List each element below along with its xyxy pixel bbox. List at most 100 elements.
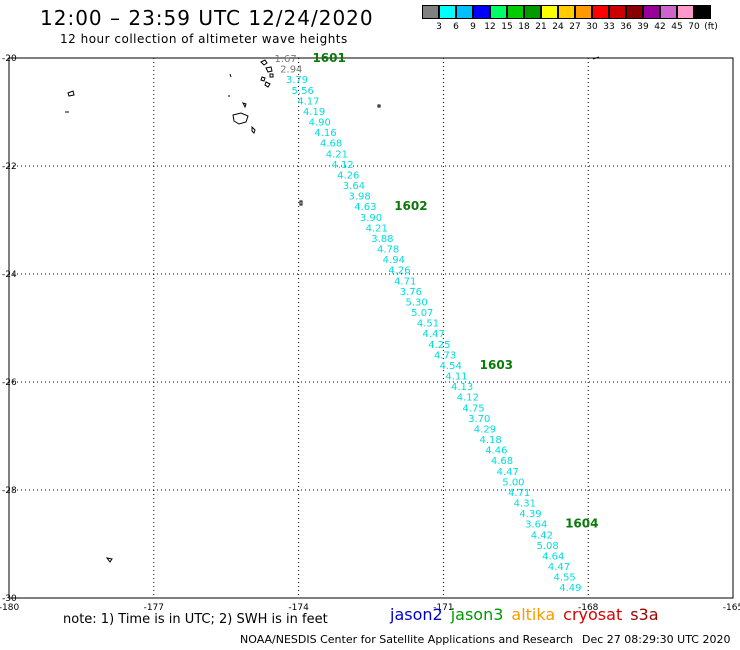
island-shape	[265, 66, 273, 73]
wave-height-value: 4.39	[519, 509, 541, 520]
track-time-label: 1602	[394, 199, 427, 213]
wave-height-value: 3.88	[371, 234, 393, 245]
wave-height-value: 4.71	[394, 276, 416, 287]
legend-label: 6	[453, 22, 459, 32]
wave-height-value: 4.90	[309, 118, 331, 129]
legend-label: 18	[518, 22, 530, 32]
satellite-altika: altika	[511, 605, 556, 624]
wave-height-value: 4.47	[423, 329, 445, 340]
y-tick-label: -22	[2, 162, 17, 172]
track-time-label: 1603	[480, 358, 513, 372]
wave-height-value: 4.26	[337, 170, 359, 181]
legend-label: 33	[603, 22, 615, 32]
island-shape	[592, 56, 600, 60]
legend-swatch	[507, 5, 524, 19]
wave-height-value: 5.56	[292, 86, 314, 97]
x-tick-label: -180	[0, 603, 19, 613]
wave-height-value: 5.07	[411, 308, 433, 319]
wave-height-value: 4.25	[428, 340, 450, 351]
wave-height-value: 4.18	[480, 435, 502, 446]
island-shape	[377, 104, 381, 108]
satellite-legend: jason2 jason3 altika cryosat s3a	[390, 605, 667, 624]
wave-height-value: 4.54	[440, 361, 462, 372]
legend-label: 12	[484, 22, 496, 32]
island-shape	[260, 59, 268, 66]
x-tick-label: -174	[288, 603, 309, 613]
wave-height-value: 4.51	[417, 319, 439, 330]
legend-swatch	[439, 5, 456, 19]
wave-height-value: 3.76	[400, 287, 422, 298]
y-tick-label: -30	[2, 594, 17, 604]
map-frame	[8, 57, 734, 599]
wave-height-value: 4.42	[531, 530, 553, 541]
island-shape	[269, 73, 274, 78]
island-shape	[105, 557, 113, 563]
island-shape	[229, 73, 232, 78]
wave-height-value: 3.98	[349, 192, 371, 203]
wave-height-value: 4.64	[542, 551, 564, 562]
legend-swatch	[694, 5, 711, 19]
map-subtitle: 12 hour collection of altimeter wave hei…	[60, 32, 348, 46]
legend-label: 39	[637, 22, 649, 32]
legend-label: 21	[535, 22, 547, 32]
legend-swatch	[541, 5, 558, 19]
wave-height-value: 4.68	[491, 456, 513, 467]
legend-swatch	[575, 5, 592, 19]
legend-swatch	[558, 5, 575, 19]
wave-height-value: 2.94	[280, 65, 302, 76]
legend-swatch	[643, 5, 660, 19]
legend-swatch	[592, 5, 609, 19]
legend-label: 30	[586, 22, 598, 32]
legend-label: 3	[436, 22, 442, 32]
wave-height-value: 4.12	[457, 393, 479, 404]
x-tick-label: -165	[723, 603, 740, 613]
y-tick-label: -24	[2, 270, 17, 280]
legend-label: 42	[654, 22, 666, 32]
legend-swatch	[660, 5, 677, 19]
legend-label: 24	[552, 22, 564, 32]
legend-label: 9	[470, 22, 476, 32]
wave-height-value: 4.12	[331, 160, 353, 171]
wave-height-value: 4.21	[326, 149, 348, 160]
y-tick-label: -26	[2, 378, 17, 388]
wave-height-value: 3.79	[286, 75, 308, 86]
wave-height-value: 4.16	[314, 128, 336, 139]
y-tick-label: -28	[2, 486, 17, 496]
wave-height-value: 5.30	[405, 297, 427, 308]
wave-height-value: 4.75	[462, 403, 484, 414]
x-tick-label: -177	[144, 603, 164, 613]
legend-label: (ft)	[704, 22, 718, 32]
wave-height-value: 4.63	[354, 202, 376, 213]
legend-label: 45	[671, 22, 683, 32]
map-title: 12:00 – 23:59 UTC 12/24/2020	[40, 6, 374, 30]
island-shape	[264, 81, 271, 88]
legend-label: 36	[620, 22, 632, 32]
satellite-cryosat: cryosat	[563, 605, 623, 624]
wave-height-value: 4.21	[366, 223, 388, 234]
track-time-label: 1604	[565, 517, 598, 531]
wave-height-value: 4.46	[485, 446, 507, 457]
wave-height-value: 4.78	[377, 245, 399, 256]
map-grid	[8, 57, 734, 599]
legend-swatch	[490, 5, 507, 19]
wave-height-value: 5.00	[502, 477, 524, 488]
satellite-jason3: jason3	[450, 605, 504, 624]
wave-height-value: 3.70	[468, 414, 490, 425]
wave-height-value: 1.67	[274, 54, 296, 65]
wave-height-value: 4.47	[548, 562, 570, 573]
wave-height-value: 4.49	[559, 583, 581, 594]
wave-height-value: 4.17	[297, 96, 319, 107]
legend-swatch	[473, 5, 490, 19]
legend-swatch	[422, 5, 439, 19]
legend-swatch	[677, 5, 694, 19]
generated-timestamp: Dec 27 08:29:30 UTC 2020	[582, 633, 731, 646]
island-outlines	[65, 56, 600, 563]
island-shape	[251, 125, 256, 134]
axis-labels: -180 -177 -174 -171 -168 -165 -20 -22 -24 -26 -28 -…	[0, 54, 740, 613]
island-shape	[232, 112, 249, 125]
wave-height-value: 4.55	[554, 573, 576, 584]
island-shape	[242, 102, 247, 109]
wave-height-value: 4.68	[320, 139, 342, 150]
island-shape	[67, 90, 75, 97]
